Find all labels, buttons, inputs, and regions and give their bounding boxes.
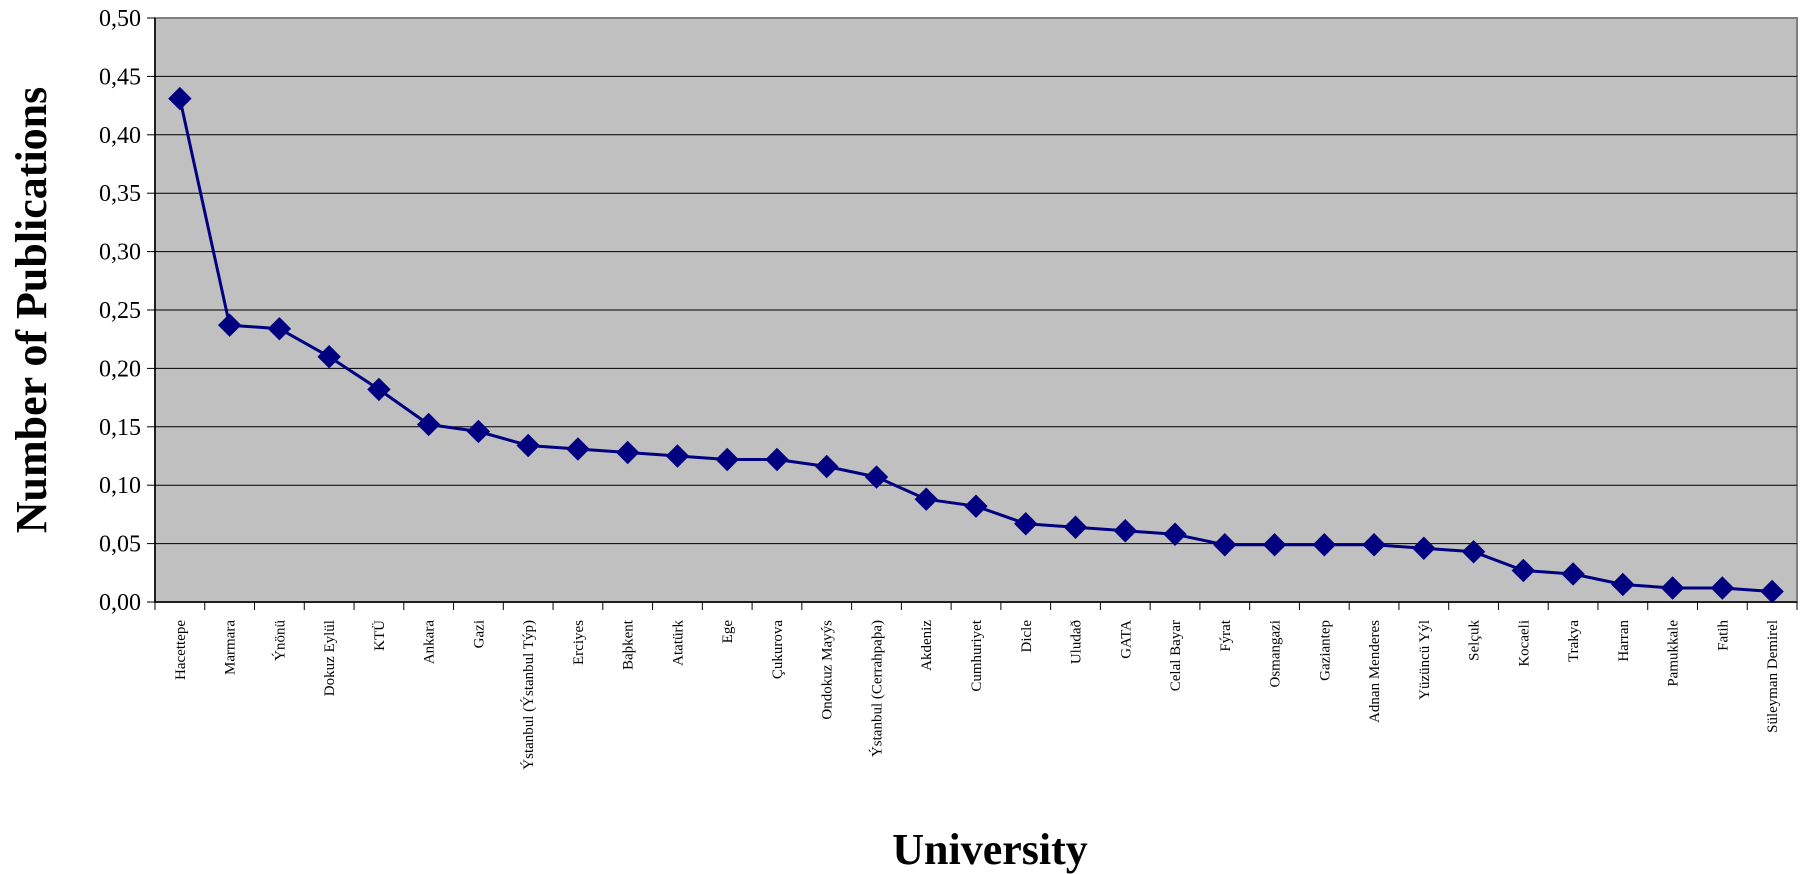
data-point [1611, 572, 1635, 597]
x-tick-label: Osmangazi [1268, 620, 1284, 687]
y-tick-label: 0,35 [99, 181, 141, 207]
data-point [566, 437, 590, 461]
x-axis-title: University [892, 825, 1088, 874]
x-tick-label: Ýnönü [271, 620, 288, 661]
axes [147, 17, 1798, 610]
x-tick-label: Ege [720, 620, 736, 644]
data-point [516, 433, 540, 458]
x-tick-label: Pamukkale [1666, 620, 1682, 687]
y-tick-label: 0,15 [99, 415, 141, 441]
x-tick-label: Gaziantep [1317, 620, 1333, 681]
y-tick-label: 0,45 [99, 64, 141, 90]
x-tick-label: Yüzüncü Yýl [1417, 620, 1433, 700]
data-point [1362, 533, 1386, 557]
data-point [466, 419, 491, 444]
data-point [317, 345, 341, 369]
data-point [1660, 576, 1685, 600]
data-point [1412, 536, 1436, 560]
data-point [1163, 522, 1187, 546]
data-point [1063, 515, 1088, 539]
data-point [765, 447, 789, 472]
data-point [217, 313, 242, 337]
y-tick-label: 0,00 [99, 590, 141, 616]
data-point [1561, 562, 1585, 586]
data-point [1213, 533, 1237, 557]
data-point [1014, 512, 1038, 536]
x-tick-label: Hacettepe [173, 620, 189, 680]
x-tick-label: Adnan Menderes [1367, 620, 1383, 723]
data-point [267, 316, 292, 341]
data-point [615, 440, 640, 465]
x-tick-label: Cumhuriyet [969, 619, 985, 691]
y-tick-labels: 0,00 0,05 0,10 0,15 0,20 0,25 0,30 0,35 0,40 0,45… [99, 6, 141, 616]
data-point [1262, 533, 1287, 557]
data-point [715, 447, 739, 472]
data-point [367, 377, 391, 402]
x-tick-label: Ondokuz Mayýs [820, 620, 836, 720]
x-tick-label: Baþkent [621, 619, 637, 670]
data-point [665, 444, 690, 468]
x-tick-label: GATA [1118, 620, 1134, 659]
data-point [1113, 519, 1137, 543]
data-point [416, 412, 441, 437]
x-tick-label: KTÜ [371, 620, 388, 651]
x-tick-labels: Hacettepe Marmara Ýnönü Dokuz Eylül KTÜ Ankar… [173, 619, 1781, 770]
x-tick-label: Erciyes [571, 620, 587, 665]
y-axis-title: Number of Publications [7, 87, 56, 534]
x-tick-label: Selçuk [1467, 620, 1483, 661]
y-tick-label: 0,25 [99, 298, 141, 324]
y-tick-label: 0,40 [99, 123, 141, 149]
y-tick-label: 0,50 [99, 6, 141, 32]
data-point [1760, 579, 1784, 604]
y-tick-label: 0,05 [99, 532, 141, 558]
data-point [964, 494, 988, 518]
y-tick-label: 0,10 [99, 473, 141, 499]
data-point [1710, 576, 1735, 600]
x-tick-label: Ýstanbul (Ýstanbul Týp) [520, 620, 537, 770]
data-point [168, 86, 192, 111]
data-point [864, 465, 889, 489]
gridlines [155, 75, 1797, 545]
x-tick-label: Atatürk [670, 620, 686, 666]
x-tick-label: Akdeniz [919, 620, 935, 671]
y-tick-label: 0,20 [99, 356, 141, 382]
data-point [1312, 533, 1337, 557]
x-tick-label: Ýstanbul (Cerrahpaþa) [868, 620, 885, 757]
x-tick-label: Celal Bayar [1168, 620, 1184, 691]
data-point [914, 487, 938, 511]
x-tick-label: Marmara [223, 620, 239, 675]
x-tick-label: Fýrat [1218, 619, 1234, 651]
x-tick-label: Çukurova [770, 620, 786, 680]
series-publications [168, 86, 1784, 604]
y-tick-label: 0,30 [99, 240, 141, 266]
x-tick-label: Harran [1616, 620, 1632, 662]
x-tick-label: Süleyman Demirel [1765, 620, 1781, 733]
x-tick-label: Kocaeli [1516, 620, 1532, 667]
x-tick-label: Gazi [471, 620, 487, 648]
x-tick-label: Trakya [1566, 620, 1582, 662]
x-tick-label: Dicle [1019, 620, 1035, 653]
x-tick-label: Uludað [1069, 620, 1085, 664]
x-tick-label: Dokuz Eylül [322, 620, 338, 696]
data-point [815, 454, 839, 479]
x-tick-label: Fatih [1715, 620, 1731, 651]
data-point [1511, 558, 1536, 583]
x-tick-label: Ankara [422, 620, 438, 664]
data-point [1461, 540, 1486, 564]
